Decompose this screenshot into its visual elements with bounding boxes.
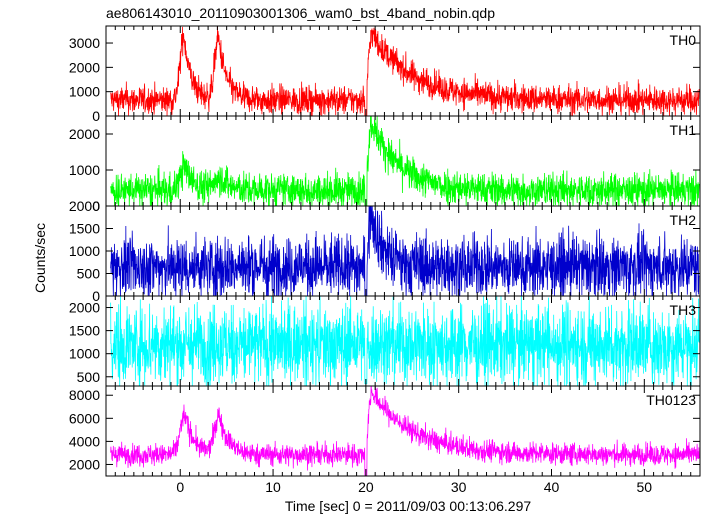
panel-th0123: 2000 4000 6000 8000 TH0123 bbox=[69, 385, 701, 477]
x-tick-label: 20 bbox=[358, 479, 374, 495]
y-tick-label: 500 bbox=[77, 266, 101, 282]
panel-frame bbox=[105, 115, 701, 207]
y-tick-label: 1000 bbox=[69, 162, 100, 178]
panel-th2: 0 500 1000 1500 2000 TH2 bbox=[69, 198, 701, 304]
panel-th1: 0 1000 2000 TH1 bbox=[69, 115, 701, 214]
y-tick-label: 0 bbox=[92, 288, 100, 304]
y-tick-label: 8000 bbox=[69, 387, 100, 403]
y-tick-label: 1000 bbox=[69, 346, 100, 362]
panel-label: TH1 bbox=[670, 122, 697, 138]
x-axis-label: Time [sec] 0 = 2011/09/03 00:13:06.297 bbox=[285, 498, 532, 514]
x-tick-label: 50 bbox=[637, 479, 653, 495]
x-tick-label: 10 bbox=[265, 479, 281, 495]
panel-th3: 500 1000 1500 2000 TH3 bbox=[69, 295, 701, 387]
y-tick-label: 1000 bbox=[69, 243, 100, 259]
series-line-th0123 bbox=[110, 386, 700, 476]
y-axis-label: Counts/sec bbox=[32, 223, 48, 293]
x-tick-label: 40 bbox=[544, 479, 560, 495]
y-tick-label: 3000 bbox=[69, 35, 100, 51]
y-tick-label: 1000 bbox=[69, 84, 100, 100]
series-line-th1 bbox=[110, 116, 700, 206]
y-tick-label: 2000 bbox=[69, 198, 100, 214]
series-line-th0 bbox=[110, 26, 700, 116]
y-tick-label: 500 bbox=[77, 369, 101, 385]
y-tick-label: 2000 bbox=[69, 300, 100, 316]
y-tick-label: 1500 bbox=[69, 221, 100, 237]
y-tick-label: 0 bbox=[92, 198, 100, 214]
panel-label: TH3 bbox=[670, 302, 697, 318]
chart-title: ae806143010_20110903001306_wam0_bst_4ban… bbox=[106, 5, 495, 21]
series-line-th3 bbox=[110, 296, 700, 386]
x-tick-label: 30 bbox=[451, 479, 467, 495]
y-tick-label: 6000 bbox=[69, 410, 100, 426]
panel-label: TH0123 bbox=[646, 392, 696, 408]
panel-label: TH0 bbox=[670, 32, 697, 48]
y-tick-label: 2000 bbox=[69, 59, 100, 75]
series-line-th2 bbox=[110, 206, 700, 296]
panel-th0: 0 1000 2000 3000 TH0 bbox=[69, 25, 701, 124]
x-tick-label: 0 bbox=[176, 479, 184, 495]
panel-label: TH2 bbox=[670, 212, 697, 228]
y-tick-label: 4000 bbox=[69, 433, 100, 449]
y-tick-label: 2000 bbox=[69, 456, 100, 472]
y-tick-label: 0 bbox=[92, 108, 100, 124]
y-tick-label: 1500 bbox=[69, 323, 100, 339]
y-tick-label: 2000 bbox=[69, 126, 100, 142]
